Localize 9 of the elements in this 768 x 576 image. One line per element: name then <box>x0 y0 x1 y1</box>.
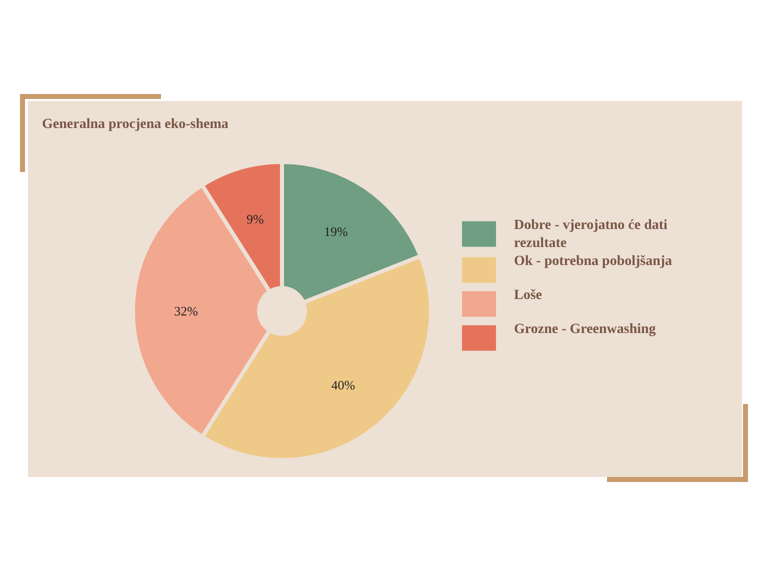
chart-title: Generalna procjena eko-shema <box>42 117 228 133</box>
legend-label: Dobre - vjerojatno će dati rezultate <box>514 217 668 253</box>
legend-label: Loše <box>514 287 543 305</box>
legend-label: Ok - potrebna poboljšanja <box>514 253 674 271</box>
legend-label: Grozne - Greenwashing <box>514 321 657 339</box>
data-label: 40% <box>331 377 356 392</box>
data-label: 32% <box>174 304 198 318</box>
data-label: 9% <box>246 211 264 226</box>
data-label: 19% <box>324 224 348 240</box>
